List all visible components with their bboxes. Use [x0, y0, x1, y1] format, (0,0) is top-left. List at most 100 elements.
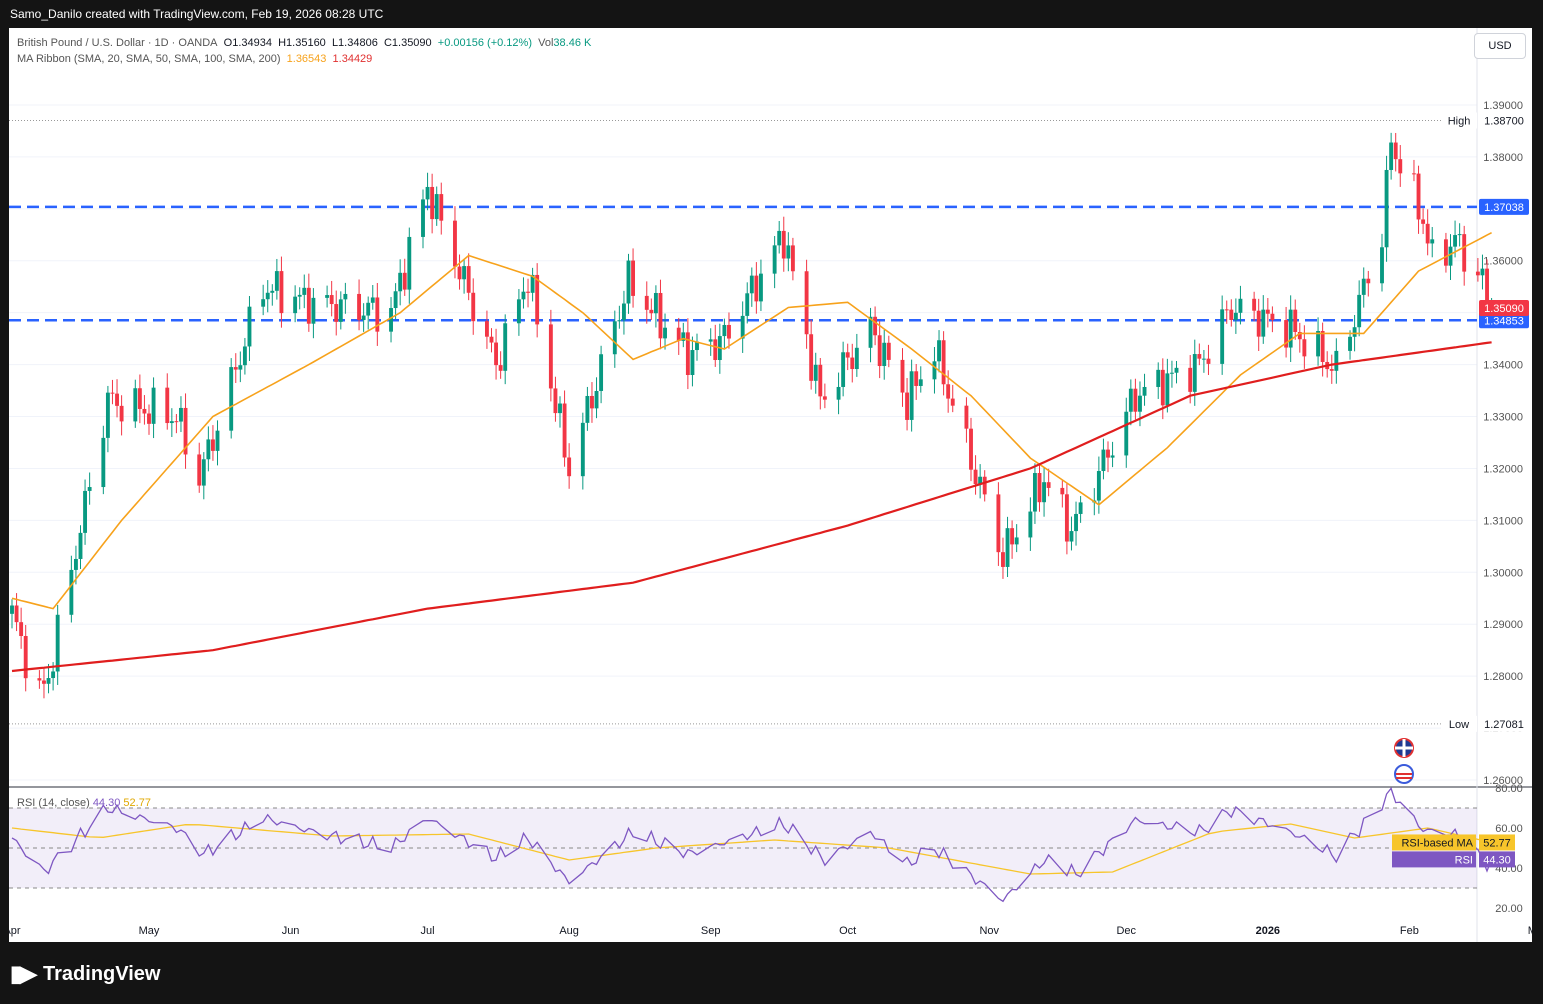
candle	[338, 299, 343, 322]
candle	[1106, 449, 1110, 458]
candle	[366, 302, 371, 316]
candle	[1110, 455, 1115, 458]
price-axis-tick: 1.29000	[1483, 619, 1523, 631]
price-axis-tick: 1.33000	[1483, 412, 1523, 424]
candle	[740, 315, 745, 339]
candle	[471, 292, 476, 322]
candle	[978, 476, 983, 485]
candle	[1174, 367, 1179, 373]
candle	[210, 439, 215, 451]
candle	[69, 569, 74, 615]
candle	[745, 293, 750, 316]
us-flag-stripe	[1396, 777, 1412, 779]
candle	[1206, 358, 1211, 364]
candle	[1448, 246, 1453, 266]
candle	[1142, 386, 1147, 396]
candle	[357, 293, 362, 321]
candle	[174, 421, 179, 423]
candle	[398, 272, 403, 292]
candle	[402, 272, 407, 290]
candle	[1485, 268, 1489, 317]
rsi-title: RSI (14, close) 44.30 52.77	[17, 797, 151, 809]
candle	[653, 292, 658, 314]
candle	[1238, 298, 1243, 313]
candle	[758, 273, 763, 302]
x-axis-tick: Sep	[701, 925, 721, 937]
currency-button[interactable]: USD	[1474, 33, 1526, 59]
rsi-ma-tag-label-bg	[1392, 834, 1476, 851]
candle	[599, 354, 604, 391]
candle	[1398, 159, 1403, 174]
candle	[1416, 173, 1421, 220]
candle	[708, 339, 713, 342]
candle	[311, 297, 316, 324]
x-axis-tick: Mar	[1528, 925, 1532, 937]
candle	[503, 323, 508, 371]
candle	[818, 364, 823, 397]
rsi-band	[9, 808, 1477, 888]
high-value: H1.35160	[278, 37, 326, 49]
candle	[1014, 537, 1019, 545]
rsi-tag-bg	[1479, 851, 1515, 868]
level-bottom-tag: 1.34853	[1484, 315, 1524, 327]
candle	[1197, 354, 1202, 359]
x-axis-tick: Jul	[421, 925, 435, 937]
candle	[361, 315, 366, 321]
rsi-tag-label: RSI	[1455, 854, 1473, 866]
high-label-bg	[1441, 112, 1477, 129]
level-top-tag-bg	[1479, 198, 1529, 215]
candle	[553, 388, 558, 414]
high-price-tag: 1.38700	[1484, 116, 1524, 128]
price-axis-tick: 1.32000	[1483, 463, 1523, 475]
candle	[325, 295, 330, 298]
candle	[900, 359, 905, 393]
rsi-ma-tag-label: RSI-based MA	[1401, 837, 1473, 849]
candle	[1361, 278, 1366, 295]
price-chart[interactable]: 1.260001.270001.280001.290001.300001.310…	[9, 28, 1532, 942]
candle	[261, 299, 266, 307]
price-axis-tick: 1.38000	[1483, 152, 1523, 164]
tradingview-brand: TradingView	[43, 962, 161, 985]
change-value: +0.00156 (+0.12%)	[437, 37, 532, 49]
price-axis-tick: 1.39000	[1483, 100, 1523, 112]
price-axis-tick: 1.36000	[1483, 256, 1523, 268]
candle	[119, 405, 124, 422]
candle	[229, 367, 234, 431]
candle	[1293, 309, 1298, 333]
candle	[1010, 528, 1015, 545]
x-axis-tick: Dec	[1116, 925, 1136, 937]
close-value: C1.35090	[383, 37, 432, 49]
symbol-name: British Pound / U.S. Dollar · 1D · OANDA	[17, 37, 218, 49]
tradingview-logo[interactable]: ▮▶ TradingView	[10, 958, 160, 990]
rsi-ma-tag-bg	[1479, 834, 1515, 851]
chart-credit: Samo_Danilo created with TradingView.com…	[10, 7, 384, 21]
candle	[439, 194, 444, 221]
candle	[1220, 309, 1225, 364]
candle	[535, 274, 540, 325]
candle	[1389, 142, 1394, 170]
candle	[1421, 219, 1426, 224]
candle	[343, 293, 348, 300]
low-price-tag: 1.27081	[1484, 719, 1524, 731]
candle	[877, 335, 882, 367]
candle	[873, 316, 878, 336]
candle	[580, 422, 585, 477]
candle	[1064, 494, 1069, 542]
candle	[1037, 473, 1042, 503]
candle	[494, 342, 499, 366]
candle	[73, 558, 78, 570]
candle	[1005, 528, 1010, 567]
candle	[206, 439, 211, 460]
candle	[621, 303, 626, 321]
candle	[713, 339, 718, 361]
candle	[681, 332, 686, 341]
low-label-bg	[1441, 715, 1477, 732]
candle	[421, 199, 425, 237]
candle	[690, 350, 695, 376]
price-axis-tick: 1.34000	[1483, 360, 1523, 372]
candle	[1138, 395, 1142, 412]
open-value: O1.34934	[223, 37, 272, 49]
candle	[242, 346, 247, 366]
candle	[1270, 313, 1275, 321]
rsi-tag: 44.30	[1483, 854, 1511, 866]
